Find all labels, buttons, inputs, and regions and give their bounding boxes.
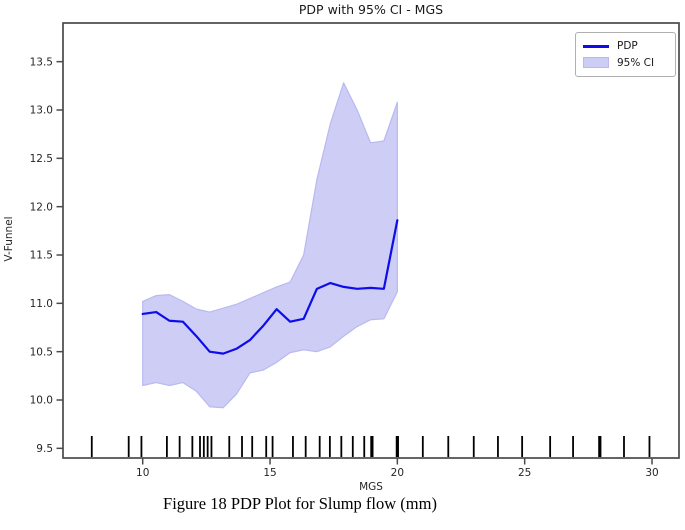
y-tick-label: 12.5 (30, 153, 53, 165)
x-tick-label: 25 (518, 467, 531, 479)
legend-item-pdp: PDP (583, 38, 668, 54)
legend-ci-patch-swatch (583, 57, 609, 69)
legend-ci-label: 95% CI (617, 56, 655, 69)
x-axis-label: MGS (359, 481, 383, 493)
legend-pdp-label: PDP (617, 40, 638, 52)
pdp-line (141, 219, 399, 355)
ci-band (142, 82, 398, 409)
y-tick-label: 13.5 (30, 56, 53, 68)
y-tick-label: 11.0 (30, 298, 53, 310)
y-tick-label: 10.0 (30, 395, 53, 407)
legend-item-ci: 95% CI (583, 55, 668, 71)
x-tick-label: 10 (136, 467, 149, 479)
legend: PDP 95% CI (575, 32, 676, 77)
x-tick-label: 20 (391, 467, 404, 479)
y-tick-label: 10.5 (30, 346, 53, 358)
x-tick-label: 30 (645, 467, 658, 479)
y-tick-label: 13.0 (30, 105, 53, 117)
figure-caption: Figure 18 PDP Plot for Slump flow (mm) (163, 494, 437, 513)
y-tick-label: 9.5 (36, 443, 53, 455)
axes-frame (62, 22, 680, 459)
x-tick-label: 15 (263, 467, 276, 479)
y-tick-label: 11.5 (30, 250, 53, 262)
y-tick-label: 12.0 (30, 201, 53, 213)
legend-pdp-line-swatch (583, 44, 609, 48)
chart-title: PDP with 95% CI - MGS (298, 2, 444, 17)
